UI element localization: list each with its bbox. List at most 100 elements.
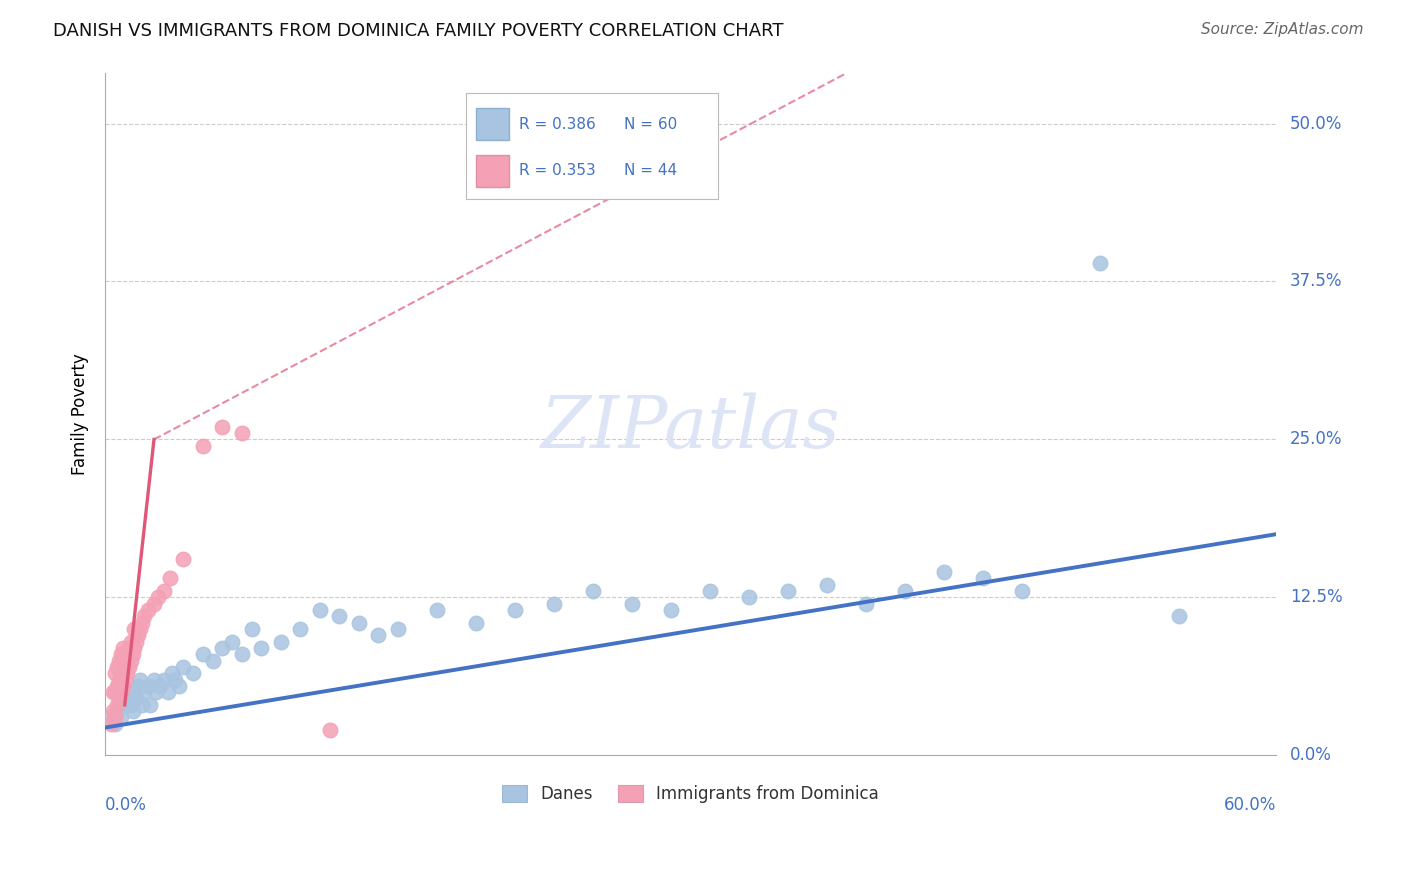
Point	[191, 647, 214, 661]
Point	[110, 685, 132, 699]
Point	[1090, 255, 1112, 269]
Point	[211, 640, 233, 655]
Point	[101, 685, 124, 699]
Point	[105, 679, 128, 693]
Point	[165, 673, 187, 687]
Point	[105, 660, 128, 674]
Y-axis label: Family Poverty: Family Poverty	[72, 353, 89, 475]
Point	[121, 647, 143, 661]
Point	[131, 698, 153, 712]
Point	[211, 419, 233, 434]
Point	[114, 654, 136, 668]
Point	[110, 666, 132, 681]
Point	[290, 622, 312, 636]
Point	[1011, 584, 1033, 599]
Point	[149, 679, 172, 693]
Point	[117, 685, 139, 699]
Point	[127, 679, 149, 693]
Point	[855, 597, 877, 611]
Point	[172, 660, 194, 674]
Point	[108, 673, 131, 687]
Point	[347, 615, 370, 630]
Point	[231, 426, 253, 441]
Point	[124, 640, 146, 655]
Point	[621, 597, 644, 611]
Point	[117, 660, 139, 674]
Text: 25.0%: 25.0%	[1291, 431, 1343, 449]
Point	[181, 666, 204, 681]
Point	[100, 716, 122, 731]
Point	[134, 685, 156, 699]
Point	[1167, 609, 1189, 624]
Point	[156, 685, 179, 699]
Point	[105, 704, 128, 718]
Point	[152, 584, 174, 599]
Point	[120, 698, 142, 712]
Point	[934, 565, 956, 579]
Point	[387, 622, 409, 636]
Point	[111, 640, 134, 655]
Point	[114, 698, 136, 712]
Point	[503, 603, 526, 617]
Point	[139, 698, 162, 712]
Point	[146, 591, 169, 605]
Point	[111, 679, 134, 693]
Point	[543, 597, 565, 611]
Point	[169, 679, 191, 693]
Text: DANISH VS IMMIGRANTS FROM DOMINICA FAMILY POVERTY CORRELATION CHART: DANISH VS IMMIGRANTS FROM DOMINICA FAMIL…	[53, 22, 785, 40]
Point	[172, 552, 194, 566]
Point	[250, 640, 273, 655]
Point	[108, 654, 131, 668]
Point	[815, 578, 838, 592]
Text: 37.5%: 37.5%	[1291, 272, 1343, 291]
Point	[159, 571, 181, 585]
Text: ZIPatlas: ZIPatlas	[541, 392, 841, 463]
Point	[136, 679, 159, 693]
Point	[115, 666, 138, 681]
Point	[778, 584, 800, 599]
Text: 0.0%: 0.0%	[1291, 747, 1331, 764]
Point	[104, 666, 127, 681]
Point	[152, 673, 174, 687]
Point	[105, 698, 128, 712]
Point	[104, 685, 127, 699]
Point	[108, 698, 131, 712]
Point	[129, 622, 152, 636]
Point	[367, 628, 389, 642]
Point	[134, 609, 156, 624]
Text: 50.0%: 50.0%	[1291, 114, 1343, 133]
Point	[115, 647, 138, 661]
Point	[120, 634, 142, 648]
Legend: Danes, Immigrants from Dominica: Danes, Immigrants from Dominica	[495, 779, 886, 810]
Point	[127, 628, 149, 642]
Point	[309, 603, 332, 617]
Point	[191, 439, 214, 453]
Text: 0.0%: 0.0%	[105, 797, 148, 814]
Point	[426, 603, 449, 617]
Point	[121, 704, 143, 718]
Point	[104, 710, 127, 724]
Point	[738, 591, 761, 605]
Point	[972, 571, 994, 585]
Point	[160, 666, 183, 681]
Point	[125, 634, 148, 648]
Point	[131, 615, 153, 630]
Point	[318, 723, 340, 737]
Point	[145, 685, 167, 699]
Point	[108, 691, 131, 706]
Point	[143, 597, 166, 611]
Point	[124, 622, 146, 636]
Point	[270, 634, 292, 648]
Point	[894, 584, 917, 599]
Point	[659, 603, 682, 617]
Text: 12.5%: 12.5%	[1291, 589, 1343, 607]
Point	[465, 615, 488, 630]
Text: 60.0%: 60.0%	[1223, 797, 1277, 814]
Point	[111, 691, 134, 706]
Point	[240, 622, 263, 636]
Point	[582, 584, 605, 599]
Text: Source: ZipAtlas.com: Source: ZipAtlas.com	[1201, 22, 1364, 37]
Point	[201, 654, 224, 668]
Point	[101, 704, 124, 718]
Point	[124, 685, 146, 699]
